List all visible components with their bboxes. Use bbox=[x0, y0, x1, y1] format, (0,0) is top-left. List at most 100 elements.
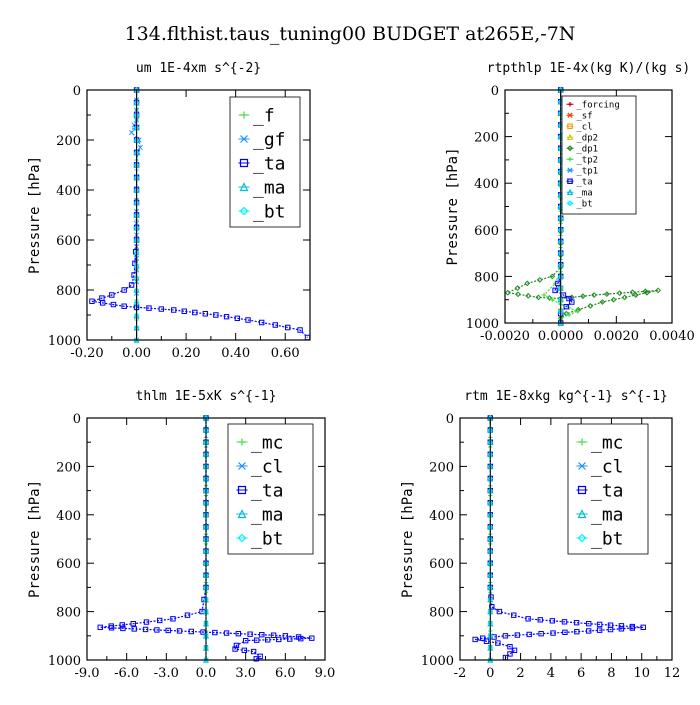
legend-marker bbox=[567, 123, 573, 130]
x-tick-label: 0.40 bbox=[221, 346, 250, 361]
y-tick-label: 0 bbox=[491, 84, 499, 99]
y-axis-label: Pressure [hPa] bbox=[27, 156, 43, 274]
data-point bbox=[202, 311, 209, 317]
data-point bbox=[552, 281, 558, 286]
x-tick-label: 0.0040 bbox=[649, 329, 695, 344]
data-point bbox=[287, 636, 293, 642]
data-point bbox=[495, 640, 501, 646]
data-point bbox=[143, 619, 150, 625]
y-tick-label: 400 bbox=[429, 509, 454, 524]
legend-label: _dp1 bbox=[576, 144, 598, 154]
data-point bbox=[607, 626, 614, 633]
data-point bbox=[511, 647, 518, 654]
legend: _mc _cl _ta _ma _bt bbox=[227, 423, 314, 555]
data-point bbox=[502, 633, 509, 639]
data-point bbox=[304, 334, 311, 341]
legend-marker bbox=[566, 188, 574, 196]
data-point bbox=[591, 292, 597, 298]
data-point bbox=[586, 628, 592, 634]
data-point bbox=[133, 337, 140, 343]
series-line bbox=[543, 90, 579, 323]
data-point bbox=[99, 300, 106, 306]
data-point bbox=[245, 317, 251, 323]
data-point bbox=[507, 651, 513, 657]
data-point bbox=[575, 306, 582, 313]
legend-box bbox=[229, 96, 301, 228]
legend-label: _cl bbox=[576, 122, 592, 132]
x-tick-label: 9.0 bbox=[315, 666, 336, 681]
legend-label: _ta bbox=[253, 153, 286, 174]
data-point bbox=[550, 630, 556, 636]
legend-label: _mc bbox=[591, 432, 624, 453]
legend-label: _ma bbox=[251, 504, 284, 525]
data-point bbox=[616, 290, 623, 297]
data-point bbox=[137, 144, 143, 151]
data-point bbox=[563, 303, 569, 310]
x-tick-label: -9.0 bbox=[74, 666, 99, 681]
legend-label: _ma bbox=[591, 504, 624, 525]
data-point bbox=[212, 629, 218, 636]
x-tick-label: 6 bbox=[577, 666, 585, 681]
series-line bbox=[505, 90, 659, 323]
data-point bbox=[120, 625, 126, 632]
data-point bbox=[566, 305, 572, 311]
data-point bbox=[580, 293, 586, 300]
data-point bbox=[596, 621, 603, 628]
x-tick-label: 4 bbox=[547, 666, 555, 681]
data-point bbox=[549, 618, 556, 624]
x-tick-label: 0.0000 bbox=[538, 329, 584, 344]
data-point bbox=[232, 646, 238, 652]
data-point bbox=[176, 628, 183, 634]
x-tick-label: 2 bbox=[516, 666, 524, 681]
x-tick-label: -0.20 bbox=[70, 346, 103, 361]
legend-marker bbox=[239, 206, 249, 216]
data-point bbox=[561, 619, 568, 625]
data-point bbox=[171, 307, 177, 313]
legend-marker bbox=[567, 112, 573, 118]
data-point bbox=[188, 628, 195, 635]
panel-title: um 1E-4xm s^{-2} bbox=[136, 61, 261, 76]
legend-label: _bt bbox=[251, 528, 284, 549]
data-point bbox=[110, 301, 117, 308]
data-point bbox=[242, 637, 249, 644]
data-point bbox=[109, 292, 115, 298]
legend-label: _cl bbox=[251, 456, 284, 477]
data-point bbox=[587, 303, 594, 309]
legend-marker bbox=[237, 485, 247, 495]
x-tick-label: 0.60 bbox=[271, 346, 300, 361]
data-point bbox=[192, 309, 198, 316]
chart-panel-2: rtpthlp 1E-4x(kg K)/(kg s) Pressure [hPa]… bbox=[445, 61, 695, 344]
legend-label: _gf bbox=[253, 129, 286, 150]
data-point bbox=[276, 636, 282, 643]
x-tick-label: 0.0020 bbox=[594, 329, 640, 344]
legend-marker bbox=[238, 438, 246, 446]
legend: _mc _cl _ta _ma _bt bbox=[567, 423, 649, 555]
data-point bbox=[549, 273, 556, 280]
x-tick-label: 0.20 bbox=[172, 346, 201, 361]
y-tick-label: 600 bbox=[429, 557, 454, 572]
y-tick-label: 200 bbox=[429, 460, 454, 475]
data-point bbox=[184, 612, 191, 618]
data-point bbox=[223, 313, 230, 320]
x-tick-label: -6.0 bbox=[114, 666, 139, 681]
data-point bbox=[610, 296, 617, 303]
legend: _f _gf _ta _ma _bt bbox=[229, 96, 301, 228]
data-point bbox=[511, 612, 517, 618]
legend-label: _ta bbox=[251, 480, 284, 501]
data-point bbox=[480, 635, 486, 641]
y-tick-label: 1000 bbox=[48, 654, 81, 669]
data-point bbox=[575, 309, 580, 314]
legend-marker bbox=[567, 167, 573, 173]
legend-box bbox=[227, 423, 314, 555]
data-point bbox=[142, 626, 149, 633]
y-tick-label: 200 bbox=[56, 134, 81, 149]
legend-box bbox=[567, 423, 649, 555]
data-point bbox=[487, 657, 494, 663]
data-point bbox=[250, 648, 257, 655]
data-point bbox=[154, 627, 160, 633]
panel-title: rtm 1E-8xkg kg^{-1} s^{-1} bbox=[464, 389, 668, 404]
chart-panel-4: rtm 1E-8xkg kg^{-1} s^{-1} Pressure [hPa]… bbox=[400, 389, 680, 681]
x-tick-label: 0.00 bbox=[122, 346, 151, 361]
